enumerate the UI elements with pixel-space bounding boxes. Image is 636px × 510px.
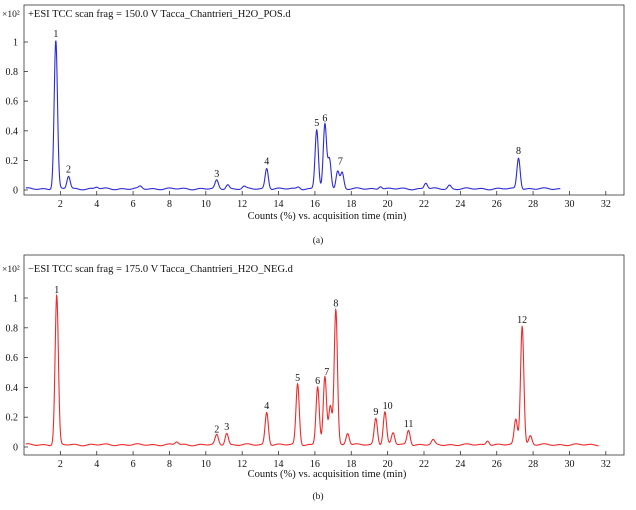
x-tick-label: 10 — [201, 199, 211, 210]
y-tick-label: 0.2 — [6, 413, 19, 424]
peak-label-2: 2 — [66, 164, 71, 175]
peak-label-8: 8 — [516, 146, 521, 157]
x-tick-label: 12 — [237, 459, 247, 470]
peak-label-3: 3 — [214, 169, 219, 180]
peak-label-4: 4 — [264, 156, 269, 167]
x-tick-label: 16 — [310, 199, 320, 210]
y-axis-ticks-a: 0 0.2 0.4 0.6 0.8 1 — [6, 38, 28, 197]
peak-label-6: 6 — [315, 376, 320, 387]
x-tick-label: 28 — [528, 459, 538, 470]
peak-label-11: 11 — [404, 419, 414, 430]
peak-label-5: 5 — [295, 373, 300, 384]
x-tick-label: 32 — [601, 459, 611, 470]
x-tick-label: 30 — [564, 459, 574, 470]
peak-label-7: 7 — [338, 156, 343, 167]
chart-title-a: +ESI TCC scan frag = 150.0 V Tacca_Chant… — [28, 9, 291, 20]
x-tick-label: 8 — [167, 199, 172, 210]
x-tick-label: 18 — [346, 199, 356, 210]
panel-a-positive-esi: +ESI TCC scan frag = 150.0 V Tacca_Chant… — [2, 4, 625, 246]
peak-label-8: 8 — [333, 298, 338, 309]
x-axis-ticks-b: 2 4 6 8 10 12 14 16 18 20 22 24 26 28 30 32 — [58, 451, 611, 470]
peak-label-4: 4 — [264, 401, 269, 412]
x-tick-label: 28 — [528, 199, 538, 210]
panel-b-negative-esi: −ESI TCC scan frag = 175.0 V Tacca_Chant… — [2, 254, 625, 502]
peak-label-9: 9 — [373, 407, 378, 418]
peak-label-10: 10 — [383, 401, 393, 412]
x-tick-label: 26 — [492, 459, 502, 470]
x-tick-label: 2 — [58, 459, 63, 470]
y-tick-label: 0.8 — [6, 323, 19, 334]
peak-label-2: 2 — [214, 424, 219, 435]
x-tick-label: 30 — [564, 199, 574, 210]
peak-labels-a: 1 2 3 4 5 6 7 8 — [53, 29, 521, 180]
x-tick-label: 22 — [419, 199, 429, 210]
x-tick-label: 2 — [58, 199, 63, 210]
y-tick-label: 0.4 — [6, 126, 19, 137]
x-tick-label: 6 — [131, 199, 136, 210]
x-tick-label: 8 — [167, 459, 172, 470]
x-tick-label: 12 — [237, 199, 247, 210]
plot-frame-b — [23, 254, 625, 456]
x-tick-label: 26 — [492, 199, 502, 210]
y-tick-label: 0.6 — [6, 97, 19, 108]
x-tick-label: 20 — [383, 459, 393, 470]
y-tick-label: 0 — [13, 186, 18, 197]
peak-label-1: 1 — [54, 285, 59, 296]
y-multiplier-b: ×10² — [2, 265, 20, 275]
y-tick-label: 0.4 — [6, 383, 19, 394]
y-axis-ticks-b: 0 0.2 0.4 0.6 0.8 1 — [6, 294, 28, 454]
chart-title-b: −ESI TCC scan frag = 175.0 V Tacca_Chant… — [28, 264, 294, 275]
x-tick-label: 24 — [455, 459, 465, 470]
peak-label-12: 12 — [517, 315, 527, 326]
peak-label-1: 1 — [53, 29, 58, 40]
x-tick-label: 14 — [274, 459, 284, 470]
x-axis-label-a: Counts (%) vs. acquisition time (min) — [248, 211, 407, 222]
x-tick-label: 6 — [131, 459, 136, 470]
panel-caption-b: (b) — [312, 491, 323, 502]
x-tick-label: 32 — [601, 199, 611, 210]
x-tick-label: 24 — [455, 199, 465, 210]
x-tick-label: 14 — [274, 199, 284, 210]
x-tick-label: 22 — [419, 459, 429, 470]
chromatogram-trace-b — [25, 293, 599, 447]
x-axis-label-b: Counts (%) vs. acquisition time (min) — [248, 469, 407, 480]
peak-label-3: 3 — [224, 422, 229, 433]
x-axis-ticks-a: 2 4 6 8 10 12 14 16 18 20 22 24 26 28 30 32 — [58, 191, 611, 210]
x-tick-label: 18 — [346, 459, 356, 470]
y-multiplier-a: ×10² — [2, 10, 20, 20]
x-tick-label: 20 — [383, 199, 393, 210]
peak-label-6: 6 — [322, 113, 327, 124]
y-tick-label: 1 — [13, 294, 18, 305]
peak-label-7: 7 — [324, 367, 329, 378]
y-tick-label: 1 — [13, 38, 18, 49]
x-tick-label: 4 — [94, 199, 99, 210]
y-tick-label: 0.2 — [6, 156, 19, 167]
y-tick-label: 0 — [13, 443, 18, 454]
plot-frame-a — [23, 4, 625, 196]
y-tick-label: 0.8 — [6, 67, 19, 78]
peak-label-5: 5 — [314, 118, 319, 129]
x-tick-label: 4 — [94, 459, 99, 470]
panel-caption-a: (a) — [313, 235, 324, 246]
x-tick-label: 10 — [201, 459, 211, 470]
y-tick-label: 0.6 — [6, 353, 19, 364]
chromatogram-trace-a — [25, 40, 561, 191]
x-tick-label: 16 — [310, 459, 320, 470]
